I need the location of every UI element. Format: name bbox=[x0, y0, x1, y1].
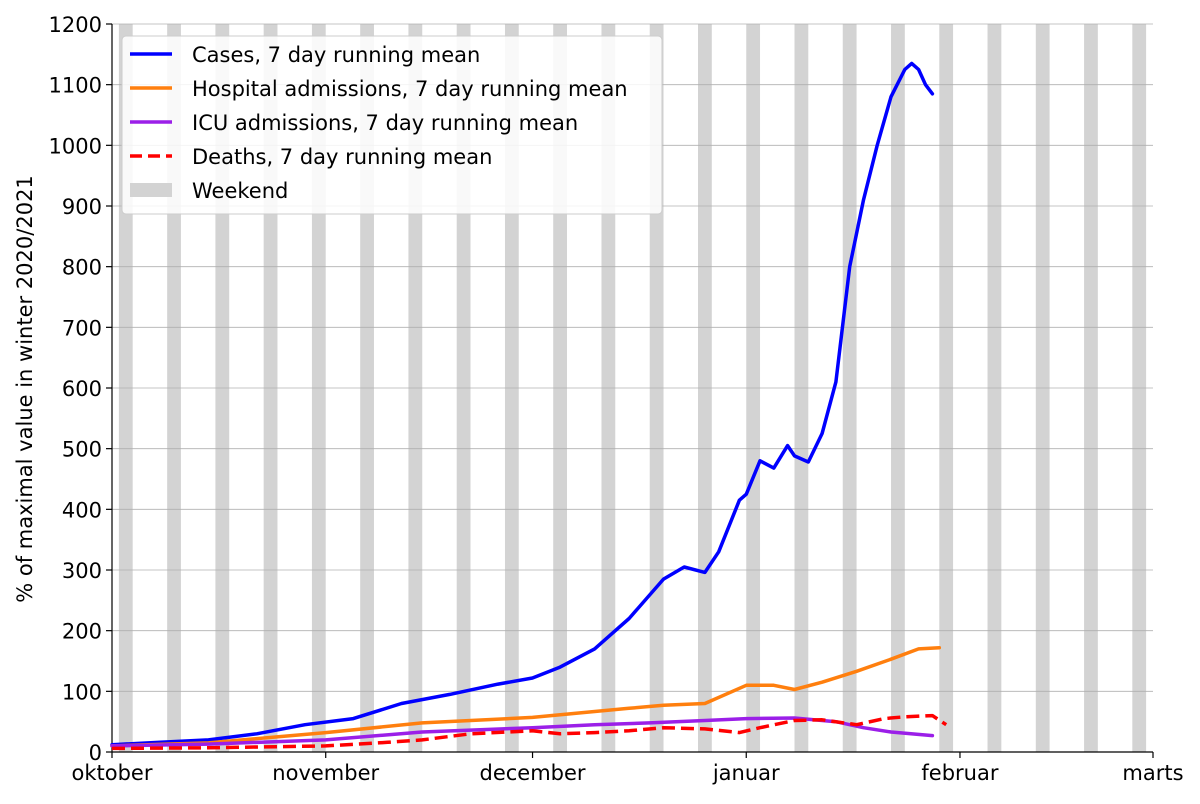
axes bbox=[106, 23, 1154, 758]
x-tick-label: december bbox=[480, 761, 586, 785]
legend-box bbox=[121, 35, 663, 215]
legend-label: Hospital admissions, 7 day running mean bbox=[192, 77, 628, 101]
y-tick-label: 700 bbox=[62, 316, 102, 340]
legend-label: ICU admissions, 7 day running mean bbox=[192, 111, 578, 135]
y-tick-label: 800 bbox=[62, 256, 102, 280]
legend-label: Deaths, 7 day running mean bbox=[192, 145, 492, 169]
series-lines bbox=[110, 61, 948, 751]
y-tick-label: 0 bbox=[89, 741, 102, 765]
legend-swatch bbox=[130, 183, 172, 197]
x-tick-label: november bbox=[272, 761, 379, 785]
y-tick-label: 400 bbox=[62, 498, 102, 522]
y-tick-label: 100 bbox=[62, 680, 102, 704]
tick-labels: 0 100 200 300 400 500 600 700 800 900 1000 1100 1200… bbox=[49, 13, 1184, 785]
y-tick-label: 500 bbox=[62, 438, 102, 462]
y-tick-label: 1000 bbox=[49, 134, 102, 158]
series-line bbox=[111, 713, 948, 751]
y-tick-label: 1100 bbox=[49, 74, 102, 98]
legend: Cases, 7 day running mean Hospital admiss… bbox=[121, 35, 663, 215]
x-tick-label: januar bbox=[712, 761, 780, 785]
y-tick-label: 300 bbox=[62, 559, 102, 583]
x-tick-label: marts bbox=[1122, 761, 1183, 785]
x-tick-label: februar bbox=[921, 761, 998, 785]
x-tick-label: oktober bbox=[72, 761, 153, 785]
legend-label: Cases, 7 day running mean bbox=[192, 43, 480, 67]
series-line bbox=[110, 645, 942, 748]
y-tick-label: 600 bbox=[62, 377, 102, 401]
y-tick-label: 200 bbox=[62, 620, 102, 644]
y-tick-label: 1200 bbox=[49, 13, 102, 37]
y-axis-label: % of maximal value in winter 2020/2021 bbox=[13, 175, 37, 603]
series-line bbox=[110, 61, 935, 747]
y-tick-label: 900 bbox=[62, 195, 102, 219]
series-line bbox=[110, 716, 935, 748]
legend-label: Weekend bbox=[192, 179, 288, 203]
